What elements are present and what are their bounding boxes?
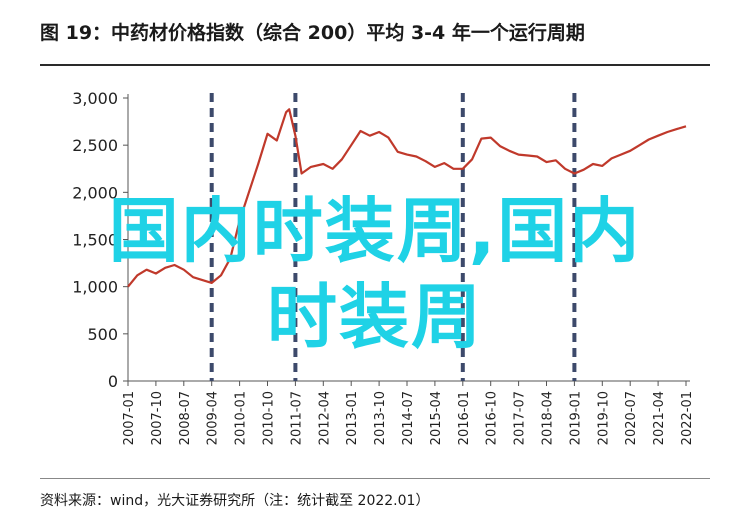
x-axis: 2007-01 2007-10 2008-07 2009-04 2010-01 2010-… [122, 380, 695, 445]
series-line [127, 108, 687, 288]
y-tick-label: 1,000 [72, 278, 118, 297]
y-tick-label: 2,500 [72, 136, 118, 155]
x-tick-label: 2007-10 [150, 391, 165, 445]
y-axis: 0 500 1,000 1,500 2,000 2,500 3,000 [72, 89, 129, 391]
x-tick-label: 2010-10 [262, 391, 277, 445]
x-tick-label: 2019-01 [568, 391, 583, 445]
x-tick-label: 2008-07 [178, 391, 193, 445]
x-tick-label: 2013-01 [345, 391, 360, 445]
x-tick-label: 2021-04 [652, 391, 667, 445]
y-tick-label: 2,000 [72, 183, 118, 202]
x-tick-label: 2009-04 [206, 391, 221, 445]
y-tick-label: 500 [87, 325, 118, 344]
x-tick-label: 2016-01 [457, 391, 472, 445]
source-rule [40, 478, 710, 479]
source-note: 资料来源：wind，光大证券研究所（注：统计截至 2022.01） [40, 493, 430, 509]
x-tick-label: 2017-07 [513, 391, 528, 445]
chart-title: 图 19：中药材价格指数（综合 200）平均 3-4 年一个运行周期 [40, 22, 585, 44]
watermark-line-1: 国内时装周,国内 [108, 190, 642, 272]
x-tick-label: 2018-04 [541, 391, 556, 445]
x-tick-label: 2015-04 [429, 391, 444, 445]
x-tick-label: 2011-07 [289, 391, 304, 445]
y-tick-label: 1,500 [72, 231, 118, 250]
x-tick-label: 2016-10 [485, 391, 500, 445]
plot-area [127, 108, 687, 288]
y-tick-label: 0 [108, 372, 118, 391]
y-tick-label: 3,000 [72, 89, 118, 108]
x-tick-label: 2019-10 [596, 391, 611, 445]
x-tick-label: 2013-10 [373, 391, 388, 445]
x-tick-label: 2010-01 [234, 391, 249, 445]
x-tick-label: 2022-01 [680, 391, 695, 445]
x-tick-label: 2014-07 [401, 391, 416, 445]
x-tick-label: 2020-07 [624, 391, 639, 445]
x-tick-label: 2012-04 [317, 391, 332, 445]
watermark-line-2: 时装周 [267, 276, 483, 358]
title-rule [40, 64, 710, 66]
x-tick-label: 2007-01 [122, 391, 137, 445]
